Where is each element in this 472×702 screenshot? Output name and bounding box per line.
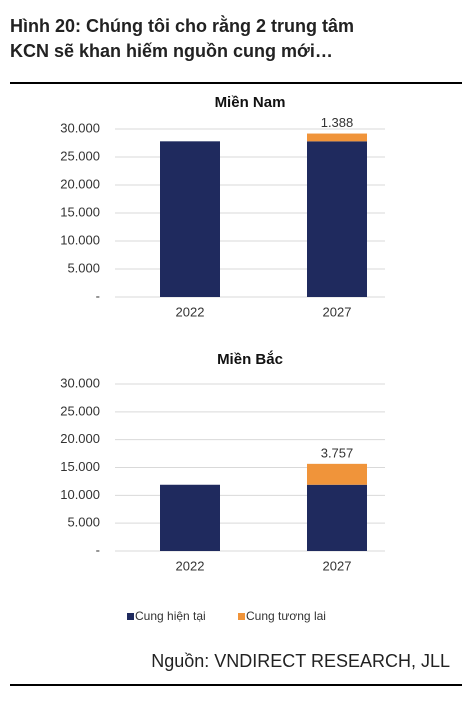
title-line: Hình 20: Chúng tôi cho rằng 2 trung tâm	[10, 16, 354, 36]
y-tick-label: -	[96, 288, 100, 303]
y-tick-label: -	[96, 542, 100, 557]
y-tick-label: 20.000	[60, 176, 100, 191]
chart-title: Miền Bắc	[217, 350, 283, 368]
bar-segment	[307, 484, 367, 551]
y-tick-label: 15.000	[60, 204, 100, 219]
source: Nguồn: VNDIRECT RESEARCH, JLL	[151, 651, 450, 671]
chart-title: Miền Nam	[215, 94, 286, 111]
y-tick-label: 25.000	[60, 403, 100, 418]
title-line: KCN sẽ khan hiếm nguồn cung mới…	[10, 41, 333, 61]
legend-swatch	[238, 613, 245, 620]
bar-segment	[307, 141, 367, 297]
bar-segment	[307, 463, 367, 485]
figure-title: Hình 20: Chúng tôi cho rằng 2 trung tâm …	[10, 14, 354, 64]
bar-segment	[160, 484, 220, 551]
x-tick-label: 2022	[176, 304, 205, 319]
y-tick-label: 5.000	[67, 260, 100, 275]
legend-label: Cung tương lai	[246, 609, 326, 623]
bar-segment	[160, 141, 220, 297]
x-tick-label: 2022	[176, 558, 205, 573]
data-label: 3.757	[321, 445, 354, 460]
data-label: 1.388	[321, 115, 354, 130]
y-tick-label: 5.000	[67, 515, 100, 530]
y-tick-label: 25.000	[60, 148, 100, 163]
y-tick-label: 30.000	[60, 120, 100, 135]
legend-swatch	[127, 613, 134, 620]
y-tick-label: 20.000	[60, 431, 100, 446]
bar-segment	[307, 133, 367, 142]
x-tick-label: 2027	[323, 304, 352, 319]
y-tick-label: 15.000	[60, 459, 100, 474]
x-tick-label: 2027	[323, 558, 352, 573]
legend-label: Cung hiện tại	[135, 609, 206, 623]
y-tick-label: 10.000	[60, 487, 100, 502]
y-tick-label: 10.000	[60, 232, 100, 247]
y-tick-label: 30.000	[60, 375, 100, 390]
